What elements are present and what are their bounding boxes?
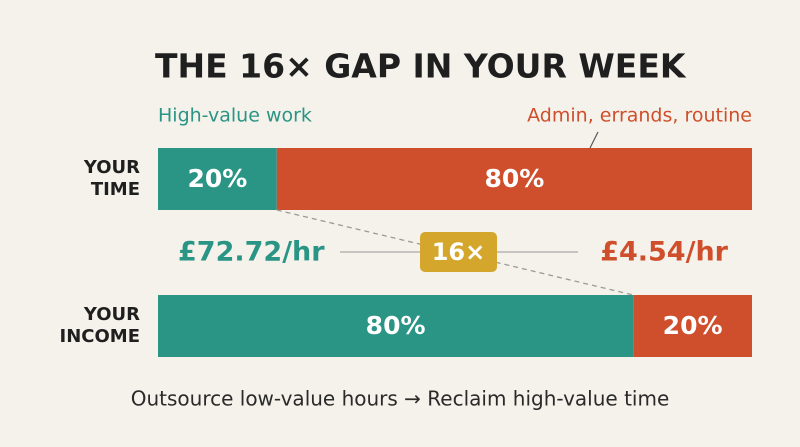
footer: Outsource low-value hours → Reclaim high…	[131, 387, 670, 411]
category-label: YOUR TIME	[83, 157, 140, 200]
value-label: 80%	[484, 164, 544, 193]
value-label: 20%	[187, 164, 247, 193]
value-label: 80%	[366, 311, 426, 340]
legend-label: High-value work	[158, 105, 312, 127]
rate-label: £72.72/hr	[178, 237, 325, 268]
bar-segment	[158, 295, 634, 357]
legend-label: Admin, errands, routine	[527, 105, 752, 127]
value-label: 20%	[663, 311, 723, 340]
leader-line	[589, 131, 599, 149]
bar-segment	[276, 148, 752, 210]
rate-label: £4.54/hr	[600, 237, 728, 268]
gap-label: 16×	[432, 238, 486, 266]
bar-segment	[633, 295, 752, 357]
bar-segment	[158, 148, 277, 210]
gap-badge	[420, 232, 497, 272]
chart-title: THE 16× GAP IN YOUR WEEK	[155, 47, 687, 86]
category-label: YOUR INCOME	[59, 304, 140, 347]
